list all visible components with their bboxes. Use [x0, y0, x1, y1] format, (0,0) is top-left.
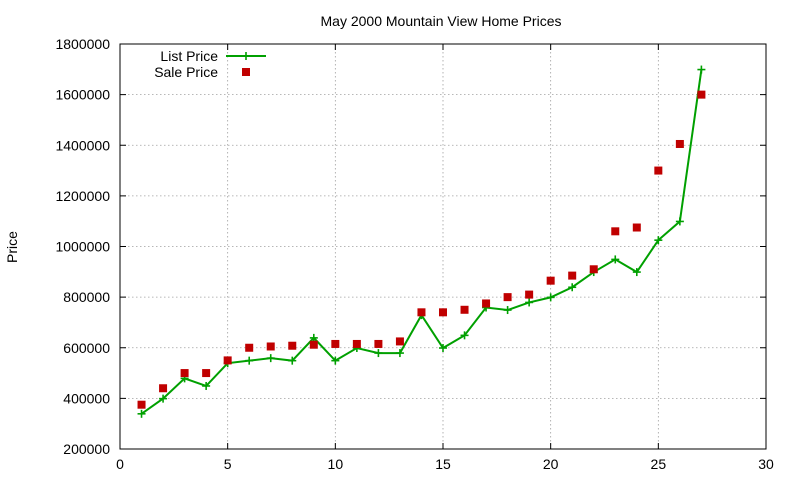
sale-price-point [288, 341, 297, 350]
sale-price-point [331, 339, 340, 348]
x-tick-label: 20 [543, 456, 559, 472]
sale-price-point [439, 308, 447, 317]
sale-price-point [697, 90, 706, 99]
y-tick-label: 1400000 [55, 137, 110, 153]
list-price-point [611, 255, 620, 264]
list-price-point [503, 306, 512, 315]
list-price-point [675, 217, 684, 226]
sale-price-point [589, 265, 598, 274]
sale-price-point [417, 308, 426, 317]
y-tick-label: 1000000 [55, 239, 110, 255]
sale-price-point [266, 342, 275, 351]
sale-price-point [460, 305, 469, 314]
sale-price-point [546, 276, 555, 285]
sale-price-point [180, 369, 189, 378]
series [137, 65, 706, 418]
x-tick-label: 0 [116, 456, 124, 472]
list-price-point [374, 349, 383, 358]
sale-price-point [568, 271, 577, 280]
list-price-point [654, 236, 663, 245]
y-tick-label: 200000 [63, 441, 110, 457]
y-axis-label: Price [4, 231, 20, 263]
x-tick-label: 5 [224, 456, 232, 472]
list-price-point [546, 293, 555, 302]
y-tick-label: 1800000 [55, 36, 110, 52]
list-price-point [288, 356, 297, 365]
list-price-point [137, 409, 146, 418]
sale-price-point [352, 339, 361, 348]
sale-price-point [482, 299, 491, 308]
list-price-point [202, 381, 211, 390]
x-tick-label: 30 [758, 456, 774, 472]
legend-label-list-price: List Price [160, 48, 218, 64]
y-tick-label: 800000 [63, 289, 110, 305]
sale-price-point [395, 337, 404, 346]
sale-price-point [632, 223, 641, 232]
sale-price-point [675, 139, 684, 148]
sale-price-point [309, 340, 318, 349]
legend-swatch-cross [242, 52, 250, 60]
sale-price-point [137, 400, 146, 409]
axes: 0 5 10 15 20 25 30 200000 400000 600000 800000 1000… [55, 36, 774, 472]
list-price-point [697, 65, 706, 74]
y-tick-label: 400000 [63, 390, 110, 406]
sale-price-point [525, 290, 534, 299]
y-tick-label: 1600000 [55, 87, 110, 103]
x-tick-label: 15 [435, 456, 451, 472]
list-price-point [245, 356, 254, 365]
y-tick-label: 1200000 [55, 188, 110, 204]
list-price-point [460, 331, 469, 340]
list-price-point [525, 298, 534, 307]
list-price-point [331, 356, 340, 365]
list-price-point [266, 354, 275, 363]
sale-price-point [202, 369, 211, 378]
sale-price-point [654, 166, 663, 175]
y-tick-label: 600000 [63, 340, 110, 356]
sale-price-point [159, 384, 168, 393]
x-tick-label: 25 [651, 456, 667, 472]
sale-price-point [245, 343, 254, 352]
sale-price-point [611, 227, 620, 236]
legend-swatch-square [242, 68, 250, 76]
list-price-point [395, 349, 404, 358]
sale-price-point [223, 356, 232, 365]
x-tick-label: 10 [328, 456, 344, 472]
grid [120, 44, 766, 449]
list-price-point [309, 333, 318, 342]
list-price-point [159, 394, 168, 403]
legend-label-sale-price: Sale Price [154, 64, 218, 80]
list-price-point [632, 268, 641, 277]
list-price-point [439, 344, 447, 353]
chart-title: May 2000 Mountain View Home Prices [321, 13, 562, 29]
sale-price-point [374, 339, 383, 348]
sale-price-point [503, 293, 512, 302]
list-price-point [568, 283, 577, 292]
